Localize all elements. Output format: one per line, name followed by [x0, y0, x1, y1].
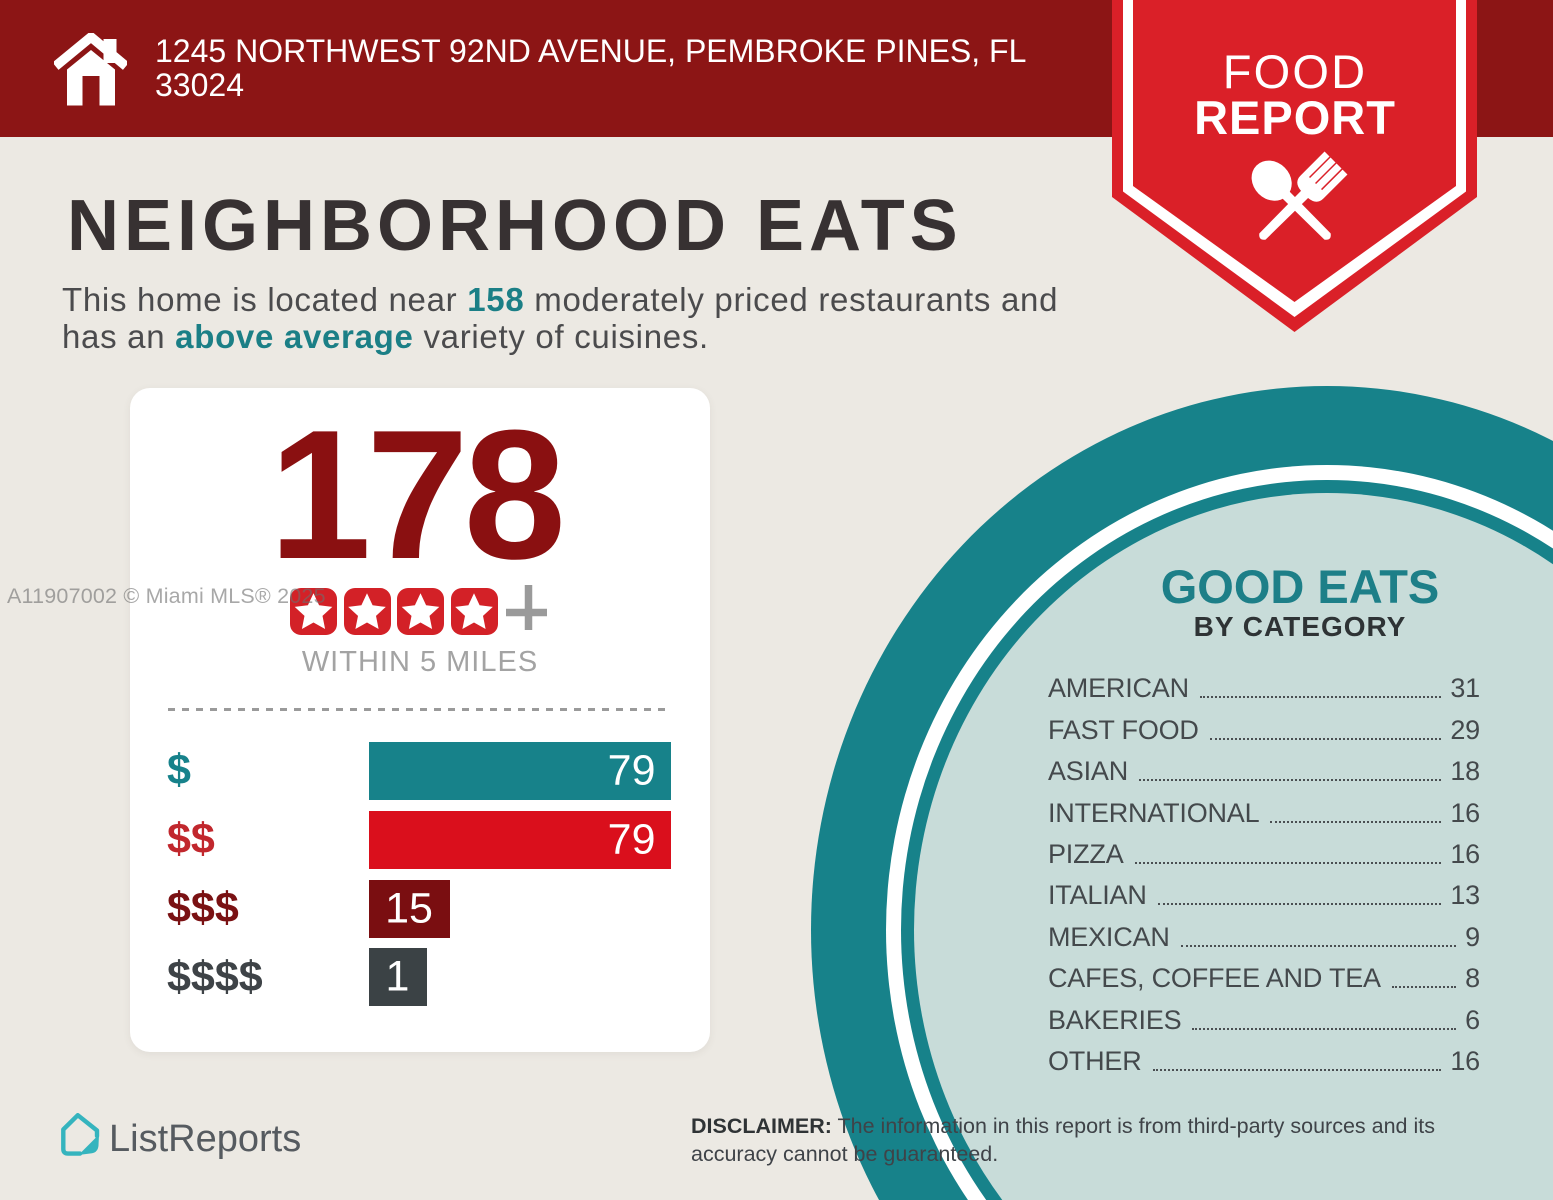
svg-text:FOOD: FOOD	[1223, 45, 1368, 98]
svg-text:REPORT: REPORT	[1194, 91, 1396, 144]
